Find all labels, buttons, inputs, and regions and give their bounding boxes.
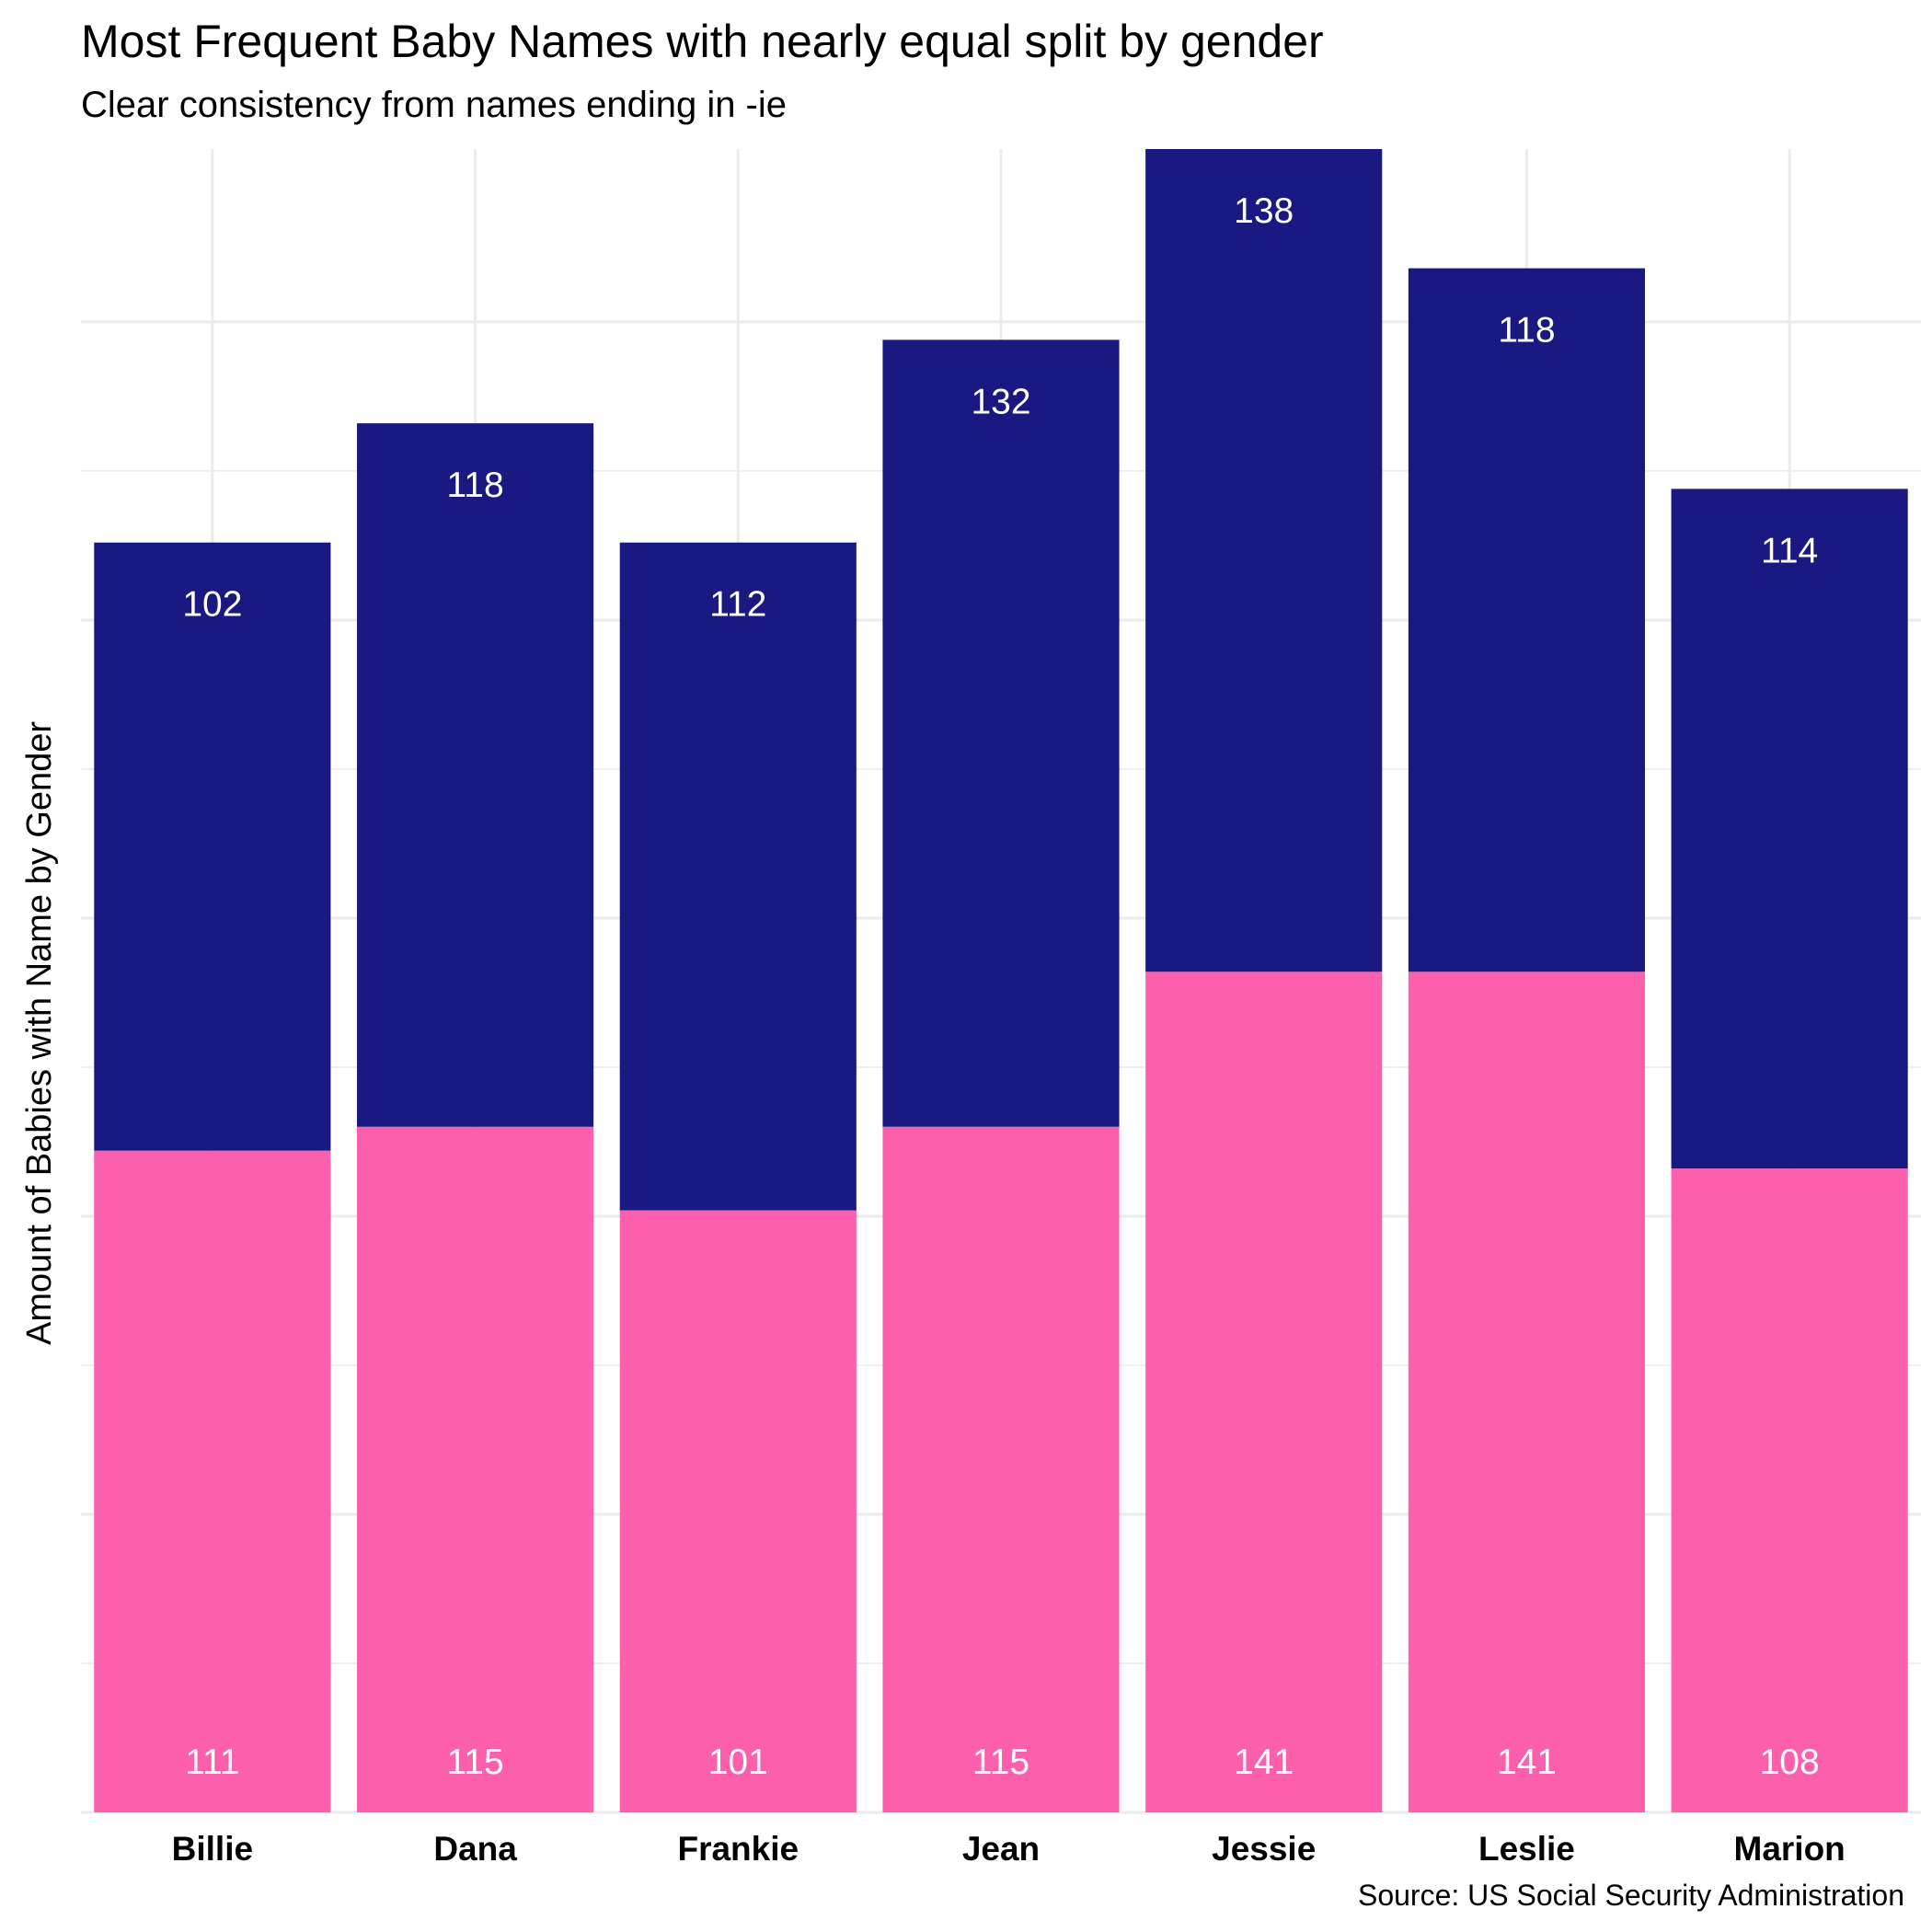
data-label-top-jessie: 138: [1234, 191, 1294, 231]
data-label-bottom-jessie: 141: [1234, 1742, 1294, 1782]
x-tick-labels: Billie Dana Frankie Jean Jessie Leslie Marion: [172, 1830, 1846, 1868]
x-tick-label-billie: Billie: [172, 1830, 253, 1868]
bars: [94, 149, 1908, 1812]
bar-segment-top-frankie: [619, 542, 857, 1211]
x-tick-label-dana: Dana: [433, 1830, 517, 1868]
x-tick-label-frankie: Frankie: [677, 1830, 799, 1868]
bar-segment-bottom-jessie: [1145, 972, 1383, 1812]
bar-segment-bottom-dana: [357, 1126, 594, 1812]
data-label-bottom-marion: 108: [1760, 1742, 1820, 1782]
chart-title: Most Frequent Baby Names with nearly equ…: [81, 16, 1324, 67]
bar-segment-top-billie: [94, 542, 331, 1151]
data-label-bottom-frankie: 101: [708, 1742, 768, 1782]
chart-subtitle: Clear consistency from names ending in -…: [81, 85, 788, 125]
data-label-top-marion: 114: [1761, 531, 1818, 570]
x-tick-label-jean: Jean: [962, 1830, 1040, 1868]
data-label-top-billie: 102: [182, 585, 242, 625]
bar-segment-top-jessie: [1145, 149, 1383, 972]
bar-segment-bottom-marion: [1671, 1168, 1908, 1812]
data-label-bottom-dana: 115: [446, 1742, 503, 1782]
data-label-top-leslie: 118: [1498, 311, 1555, 351]
bar-segment-bottom-jean: [882, 1126, 1120, 1812]
x-tick-label-jessie: Jessie: [1212, 1830, 1316, 1868]
bar-segment-top-marion: [1671, 489, 1908, 1169]
data-label-top-dana: 118: [446, 466, 503, 505]
bar-segment-bottom-billie: [94, 1150, 331, 1812]
data-label-bottom-billie: 111: [185, 1742, 239, 1782]
data-label-top-jean: 132: [971, 382, 1030, 421]
bar-segment-top-dana: [357, 423, 594, 1127]
source-caption: Source: US Social Security Administratio…: [1357, 1879, 1904, 1912]
bar-segment-top-jean: [882, 339, 1120, 1127]
bar-segment-top-leslie: [1408, 268, 1645, 972]
data-label-bottom-jean: 115: [972, 1742, 1029, 1782]
data-label-top-frankie: 112: [709, 585, 766, 625]
bar-segment-bottom-frankie: [619, 1210, 857, 1812]
bar-segment-bottom-leslie: [1408, 972, 1645, 1812]
x-tick-label-marion: Marion: [1734, 1830, 1846, 1868]
value-labels: 111 102 115 118 101 112 115 132 141 138 141 118 108 1…: [182, 191, 1819, 1782]
data-label-bottom-leslie: 141: [1497, 1742, 1557, 1782]
y-axis-title: Amount of Babies with Name by Gender: [20, 721, 59, 1345]
x-tick-label-leslie: Leslie: [1478, 1830, 1575, 1868]
